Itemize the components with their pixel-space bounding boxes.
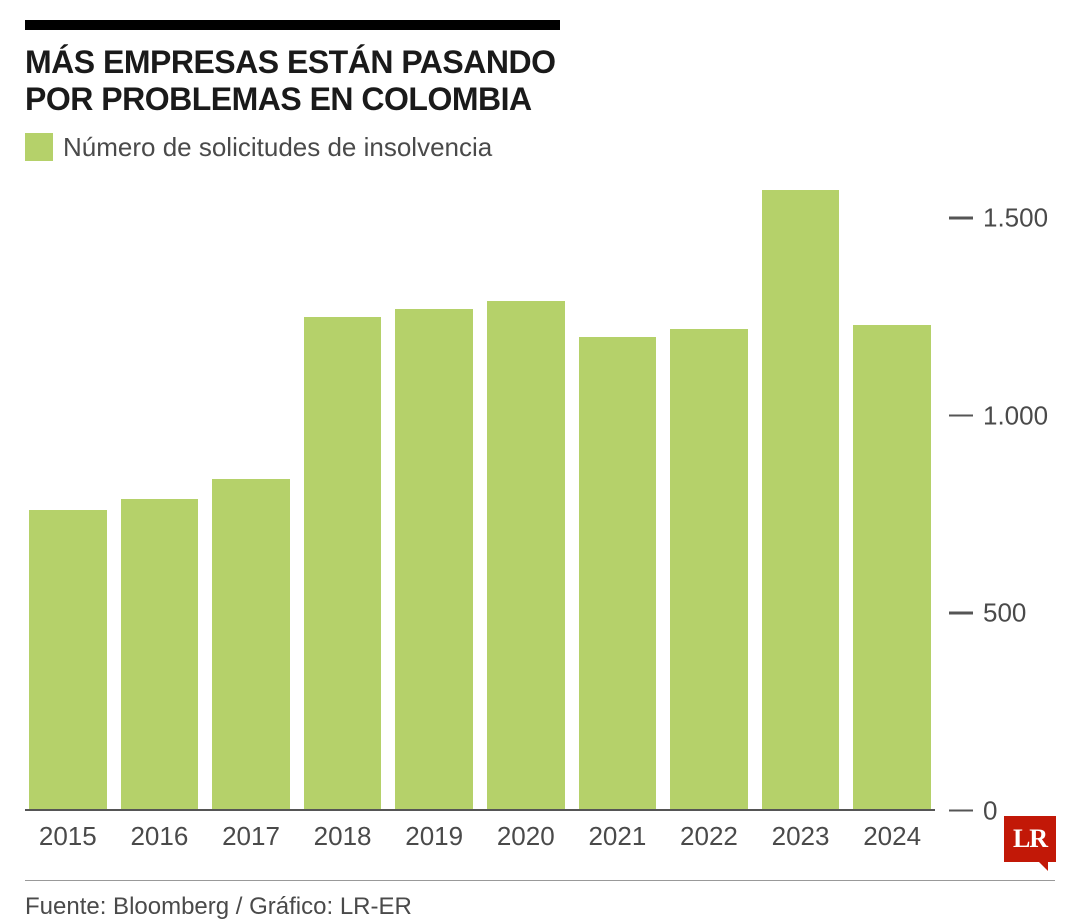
bar-2017 [212,479,290,811]
source-row: Fuente: Bloomberg / Gráfico: LR-ER [25,880,1055,921]
logo-text: LR [1013,824,1047,854]
bar-2020 [487,301,565,811]
y-tick-0: 0 [935,795,997,826]
bar-2016 [121,499,199,811]
legend-label: Número de solicitudes de insolvencia [63,132,492,163]
logo-box: LR [1004,816,1056,862]
title-line-2: POR PROBLEMAS EN COLOMBIA [25,81,532,117]
bar-2015 [29,510,107,810]
chart-area: 05001.0001.500 [25,171,1055,811]
bars-container [25,171,935,811]
x-label-2015: 2015 [29,821,107,852]
x-label-2022: 2022 [670,821,748,852]
x-label-2023: 2023 [762,821,840,852]
y-tick-label: 500 [983,598,1026,629]
title-line-1: MÁS EMPRESAS ESTÁN PASANDO [25,44,555,80]
x-axis-labels: 2015 2016 2017 2018 2019 2020 2021 2022 2023 2024 [25,811,935,852]
bar-2023 [762,190,840,810]
x-label-2018: 2018 [304,821,382,852]
x-axis-line [25,809,935,811]
bar-2024 [853,325,931,811]
bar-2018 [304,317,382,811]
source-text: Fuente: Bloomberg / Gráfico: LR-ER [25,893,1055,921]
x-label-2021: 2021 [579,821,657,852]
bar-2021 [579,337,657,811]
publisher-logo: LR [1004,816,1056,868]
logo-tail-icon [1038,861,1048,871]
y-tick-label: 1.500 [983,203,1048,234]
y-tick-mark [949,217,973,220]
x-label-2024: 2024 [853,821,931,852]
y-tick-mark [949,612,973,615]
x-label-2019: 2019 [395,821,473,852]
y-tick-label: 0 [983,795,997,826]
bar-2022 [670,329,748,811]
x-label-2016: 2016 [121,821,199,852]
legend-swatch [25,133,53,161]
y-tick-mark [949,414,973,417]
plot-area [25,171,935,811]
chart-title: MÁS EMPRESAS ESTÁN PASANDO POR PROBLEMAS… [25,44,1055,118]
top-rule [25,20,560,30]
legend: Número de solicitudes de insolvencia [25,132,1055,163]
y-axis: 05001.0001.500 [935,171,1055,811]
y-tick-1000: 1.000 [935,400,1048,431]
y-tick-500: 500 [935,598,1026,629]
bar-2019 [395,309,473,811]
y-tick-label: 1.000 [983,400,1048,431]
x-label-2020: 2020 [487,821,565,852]
y-tick-mark [949,809,973,812]
x-label-2017: 2017 [212,821,290,852]
source-rule [25,880,1055,881]
y-tick-1500: 1.500 [935,203,1048,234]
